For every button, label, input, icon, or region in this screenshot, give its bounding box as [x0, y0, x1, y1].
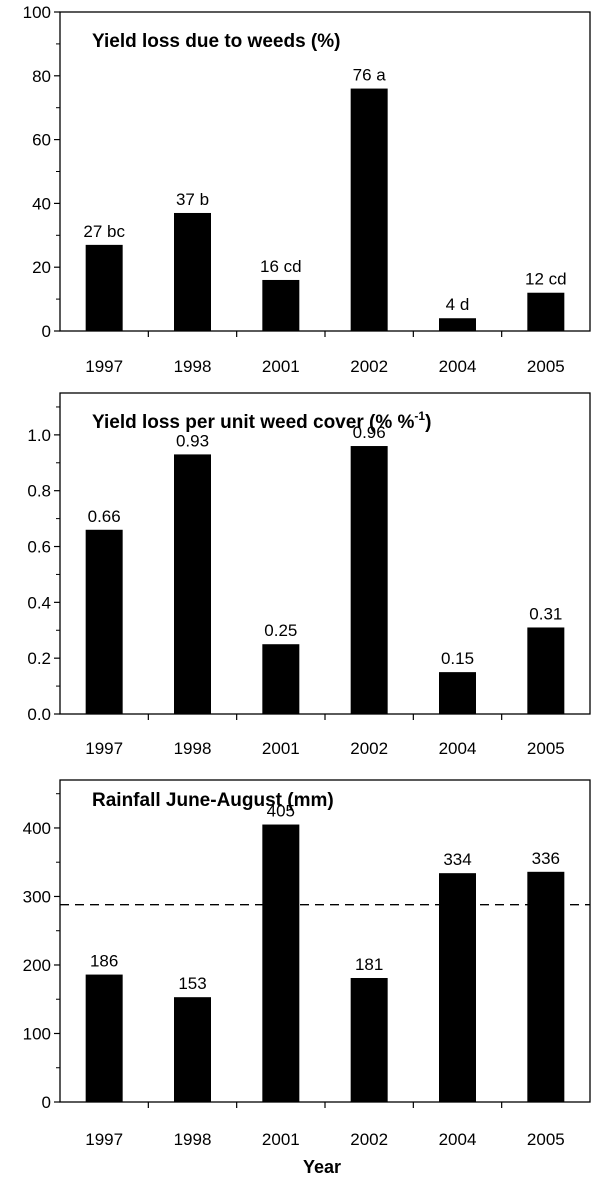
chart-yield-loss-per-cover: Yield loss per unit weed cover (% %-1) 0… [27, 392, 591, 758]
y-tick-label: 0.8 [27, 482, 51, 501]
y-tick-label: 400 [23, 819, 51, 838]
bar-2004 [439, 318, 476, 331]
bar-1997 [85, 529, 123, 714]
data-label: 0.66 [88, 507, 121, 526]
y-tick-label: 100 [23, 1024, 51, 1043]
x-tick-label: 2004 [439, 739, 477, 758]
y-tick-label: 100 [23, 3, 51, 22]
data-label: 4 d [446, 295, 470, 314]
x-tick-label: 1997 [85, 357, 123, 376]
y-tick-label: 80 [32, 67, 51, 86]
bar-2005 [527, 871, 565, 1102]
chart-title: Rainfall June-August (mm) [92, 790, 334, 811]
data-label: 0.96 [353, 423, 386, 442]
y-tick-label: 20 [32, 258, 51, 277]
x-tick-label: 1997 [85, 1130, 123, 1149]
plot-frame [59, 11, 591, 332]
bar-2001 [262, 824, 300, 1102]
bar-1998 [174, 454, 211, 714]
data-label: 181 [355, 955, 383, 974]
x-tick-label: 1998 [174, 357, 212, 376]
chart-title-main: Yield loss per unit weed cover (% % [92, 412, 414, 433]
data-label: 153 [178, 974, 206, 993]
bar-2001 [262, 644, 300, 714]
bar-2004 [439, 672, 476, 714]
chart-rainfall: Rainfall June-August (mm) 0 100 200 300 400 1… [23, 779, 591, 1177]
chart-title: Yield loss due to weeds (%) [92, 31, 340, 52]
bar-2004 [439, 873, 476, 1102]
y-tick-label: 0 [42, 322, 51, 341]
y-tick-label: 1.0 [27, 426, 51, 445]
chart-title-suffix: ) [425, 412, 431, 433]
data-label: 12 cd [525, 270, 567, 289]
data-label: 16 cd [260, 257, 302, 276]
bar-1998 [174, 997, 211, 1102]
plot-frame [59, 779, 591, 1103]
data-label: 0.25 [264, 621, 297, 640]
bar-2001 [262, 279, 300, 331]
x-tick-label: 2001 [262, 739, 300, 758]
x-tick-label: 2002 [350, 357, 388, 376]
x-tick-label: 2005 [527, 1130, 565, 1149]
x-tick-label: 2004 [439, 357, 477, 376]
data-label: 334 [443, 850, 471, 869]
x-tick-label: 1998 [174, 739, 212, 758]
data-label: 27 bc [83, 222, 125, 241]
data-label: 0.15 [441, 649, 474, 668]
x-tick-label: 2001 [262, 357, 300, 376]
bar-2002 [350, 88, 388, 331]
data-label: 336 [532, 849, 560, 868]
y-tick-label: 0.6 [27, 538, 51, 557]
bar-2005 [527, 292, 565, 331]
data-label: 76 a [353, 66, 387, 85]
y-tick-label: 0.0 [27, 705, 51, 724]
x-tick-label: 2002 [350, 1130, 388, 1149]
bar-2005 [527, 627, 565, 714]
x-tick-label: 1998 [174, 1130, 212, 1149]
data-label: 37 b [176, 190, 209, 209]
data-label: 0.93 [176, 431, 209, 450]
x-tick-label: 2004 [439, 1130, 477, 1149]
bar-2002 [350, 446, 388, 714]
data-label: 186 [90, 952, 118, 971]
x-tick-label: 2005 [527, 357, 565, 376]
data-label: 405 [267, 802, 295, 821]
chart-title: Yield loss per unit weed cover (% %-1) [92, 409, 431, 433]
chart-yield-loss-weeds: Yield loss due to weeds (%) 0 20 40 60 80 100… [23, 3, 591, 376]
x-tick-label: 2005 [527, 739, 565, 758]
y-tick-label: 0.2 [27, 649, 51, 668]
plot-frame [59, 392, 591, 715]
y-tick-label: 40 [32, 194, 51, 213]
bar-1997 [85, 244, 123, 331]
bar-1997 [85, 974, 123, 1102]
y-tick-label: 0.4 [27, 593, 51, 612]
bar-1998 [174, 212, 211, 331]
y-tick-label: 0 [42, 1093, 51, 1112]
data-label: 0.31 [529, 604, 562, 623]
y-tick-label: 200 [23, 956, 51, 975]
y-tick-label: 300 [23, 887, 51, 906]
x-tick-label: 1997 [85, 739, 123, 758]
x-tick-label: 2002 [350, 739, 388, 758]
bar-2002 [350, 977, 388, 1102]
chart-title-superscript: -1 [414, 409, 425, 423]
x-axis-title: Year [303, 1157, 341, 1177]
y-tick-label: 60 [32, 131, 51, 150]
x-tick-label: 2001 [262, 1130, 300, 1149]
